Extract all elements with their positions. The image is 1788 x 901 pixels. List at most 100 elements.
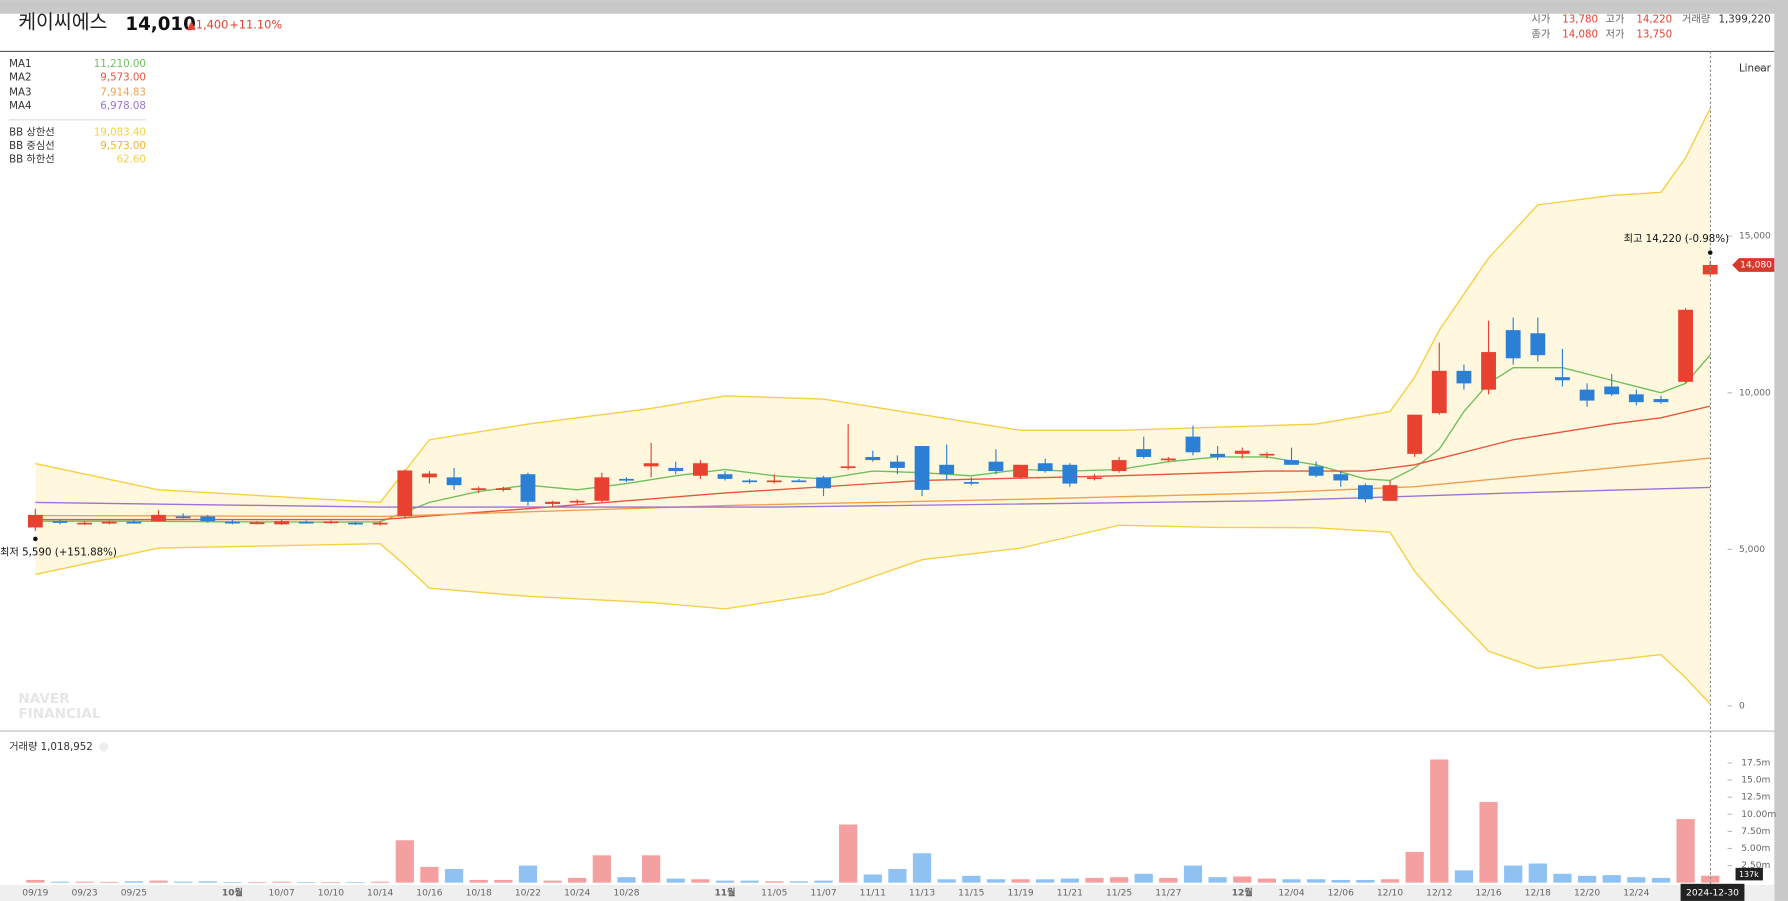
volume-bar (986, 879, 1006, 883)
candle-body (1234, 450, 1250, 454)
volume-bar (568, 877, 587, 883)
candle-body (569, 500, 585, 503)
candle-body (914, 446, 930, 490)
x-tick-label: 11/15 (958, 888, 984, 898)
volume-bar (1454, 870, 1474, 883)
candle-body (1308, 466, 1324, 476)
legend-value: 6,978.08 (100, 100, 146, 112)
x-tick-label: 12/04 (1278, 888, 1304, 898)
volume-layer (26, 759, 1720, 883)
volume-bar (617, 877, 636, 883)
x-tick-label: 10월 (222, 886, 243, 898)
indicator-line (35, 524, 1711, 705)
stat-value: 1,399,220 (1718, 13, 1770, 25)
volume-bar (1528, 863, 1547, 883)
legend-name: BB 하한선 (9, 153, 55, 166)
volume-tick-label: 7.50m (1741, 827, 1770, 837)
candle-body (1087, 477, 1102, 480)
volume-bar (1085, 877, 1104, 883)
scale-mode[interactable]: Linear (1739, 62, 1772, 74)
candle-body (1037, 463, 1053, 472)
candle-body (963, 482, 979, 484)
x-tick-label: 11월 (714, 886, 735, 898)
x-tick-label: 12월 (1232, 886, 1253, 898)
candle-body (101, 521, 117, 524)
ui-layer: 케이씨에스 14,010 ▲1,400 +11.10% Linear NAVER… (0, 10, 1776, 901)
candle-body (520, 474, 536, 502)
stat-label: 거래량 (1682, 13, 1711, 25)
candle-body (1653, 399, 1669, 403)
y-tick-label: 5,000 (1739, 545, 1765, 555)
x-tick-label: 12/24 (1623, 888, 1649, 898)
volume-bar (1504, 865, 1523, 883)
candle-body (422, 473, 437, 478)
candle-body (865, 456, 881, 461)
stock-name: 케이씨에스 (18, 10, 107, 33)
x-tick-label: 10/22 (515, 888, 541, 898)
frame-top (0, 0, 1788, 14)
candle-body (1284, 460, 1299, 465)
stat-label: 시가 (1531, 13, 1550, 25)
volume-bar (765, 881, 784, 883)
candle-body (766, 480, 782, 483)
legend-name: BB 상한선 (9, 126, 55, 138)
dropdown-icon[interactable] (1755, 65, 1764, 71)
volume-bar (1430, 759, 1449, 883)
candle-body (791, 480, 807, 483)
candle-body (692, 463, 708, 476)
candle-body (1702, 264, 1718, 275)
volume-bar (888, 868, 907, 883)
candle-body (1013, 464, 1028, 478)
candle-body (224, 521, 240, 524)
candle-body (126, 521, 142, 524)
volume-bar (1307, 879, 1326, 883)
volume-tick-label: 17.5m (1741, 758, 1770, 768)
candle-body (816, 477, 831, 489)
close-icon[interactable] (99, 742, 109, 752)
candle-body (1111, 460, 1127, 472)
candle-body (1456, 370, 1472, 384)
volume-bar (1651, 877, 1671, 883)
candle-body (397, 470, 413, 517)
volume-bar (346, 881, 365, 883)
volume-bar (1602, 875, 1621, 883)
candle-body (471, 488, 487, 491)
candle-body (1210, 453, 1226, 457)
legend-name: MA3 (9, 86, 31, 98)
legend-name: MA2 (9, 72, 31, 84)
x-tick-label: 10/28 (613, 888, 639, 898)
legend-value: 9,573.00 (100, 140, 146, 152)
volume-bar (494, 879, 513, 883)
volume-bar (1159, 877, 1178, 883)
volume-bar (1405, 851, 1424, 883)
volume-bar (962, 875, 981, 883)
x-tick-label: 11/21 (1057, 888, 1083, 898)
x-tick-label: 12/18 (1525, 888, 1551, 898)
candle-body (27, 514, 43, 528)
x-tick-label: 10/10 (318, 888, 344, 898)
x-tick-label: 11/25 (1106, 888, 1132, 898)
indicator-line (35, 486, 1711, 508)
candle-body (1357, 485, 1373, 500)
y-tick-label: 15,000 (1739, 232, 1771, 242)
volume-tick-label: 12.5m (1741, 793, 1770, 803)
volume-bar (543, 880, 562, 883)
candle-body (495, 488, 511, 491)
x-tick-label: 12/10 (1377, 888, 1403, 898)
candle-body (717, 474, 733, 479)
x-tick-label: 12/06 (1328, 888, 1354, 898)
x-tick-label: 2024-12-30 (1686, 888, 1739, 898)
candle-body (298, 521, 314, 524)
x-tick-label: 11/19 (1007, 888, 1033, 898)
volume-bar (1627, 877, 1646, 883)
volume-bar (518, 865, 538, 883)
x-tick-label: 10/24 (564, 888, 590, 898)
volume-label: 거래량 1,018,952 (9, 741, 93, 753)
legend-name: MA1 (9, 58, 31, 70)
stat-value: 14,220 (1636, 13, 1672, 25)
indicator-line (35, 457, 1711, 518)
x-tick-label: 09/25 (121, 888, 147, 898)
bb-fill (35, 108, 1711, 704)
volume-bar (666, 878, 685, 883)
candle-body (988, 461, 1004, 472)
